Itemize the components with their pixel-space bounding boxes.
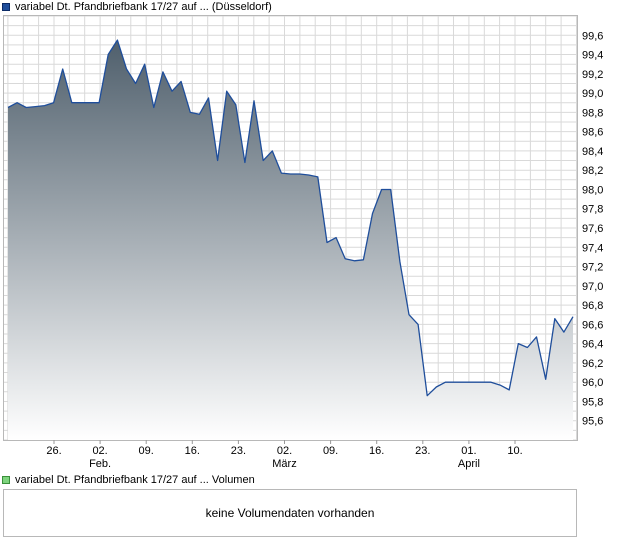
plot-area [7,39,574,440]
y-tick-label: 96,0 [582,377,603,389]
y-tick-label: 98,6 [582,127,603,139]
y-tick-label: 97,4 [582,242,603,254]
y-tick-label: 98,2 [582,165,603,177]
y-tick-label: 95,6 [582,416,603,428]
month-label: April [458,458,480,470]
month-label: März [272,458,296,470]
x-tick-label: 09. [323,445,338,457]
plot-frame [3,15,578,441]
x-tick-label: 23. [231,445,246,457]
y-tick-label: 98,4 [582,146,603,158]
x-tick-label: 16. [369,445,384,457]
y-tick-label: 98,0 [582,185,603,197]
price-legend-label: variabel Dt. Pfandbriefbank 17/27 auf ..… [15,1,272,13]
month-label: Feb. [89,458,111,470]
volume-legend-swatch [2,476,10,484]
y-tick-label: 99,2 [582,69,603,81]
y-tick-label: 97,8 [582,204,603,216]
x-tick-label: 02. [92,445,107,457]
price-chart: 95,6 95,8 96,0 96,2 96,4 96,6 96,8 97,0 97,2 97,4… [3,15,603,470]
y-tick-label: 99,0 [582,88,603,100]
price-line [7,39,574,397]
x-tick-label: 10. [507,445,522,457]
x-tick-label: 01. [461,445,476,457]
x-tick-label: 16. [185,445,200,457]
y-tick-label: 99,6 [582,30,603,42]
y-tick-label: 96,4 [582,339,603,351]
y-tick-label: 96,6 [582,319,603,331]
x-tick-label: 02. [277,445,292,457]
volume-empty-message: keine Volumendaten vorhanden [205,506,375,520]
y-tick-label: 97,2 [582,262,603,274]
y-axis: 95,6 95,8 96,0 96,2 96,4 96,6 96,8 97,0 97,2 97,4… [582,30,603,427]
y-tick-label: 97,6 [582,223,603,235]
volume-legend-label: variabel Dt. Pfandbriefbank 17/27 auf ..… [15,474,255,486]
x-tick-label: 09. [139,445,154,457]
y-tick-label: 96,2 [582,358,603,370]
y-tick-label: 98,8 [582,107,603,119]
volume-legend: variabel Dt. Pfandbriefbank 17/27 auf ..… [2,473,255,487]
price-legend: variabel Dt. Pfandbriefbank 17/27 auf ..… [2,0,272,14]
volume-panel: keine Volumendaten vorhanden [3,489,577,537]
x-tick-label: 23. [415,445,430,457]
price-area [8,40,573,440]
y-tick-label: 96,8 [582,300,603,312]
x-tick-label: 26. [46,445,61,457]
y-tick-label: 97,0 [582,281,603,293]
y-tick-label: 95,8 [582,397,603,409]
x-axis: 26. 02. 09. 16. 23. 02. 09. 16. 23. 01. 10. Feb. Mär… [46,440,523,470]
y-tick-label: 99,4 [582,50,603,62]
price-legend-swatch [2,3,10,11]
